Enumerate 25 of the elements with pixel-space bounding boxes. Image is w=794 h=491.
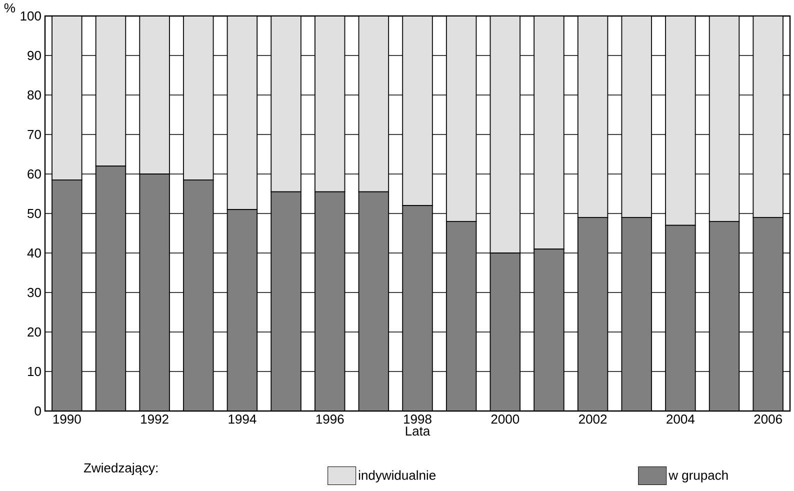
x-tick-label: 2002 bbox=[579, 414, 607, 424]
x-tick-label: 1998 bbox=[404, 414, 432, 424]
x-tick-label: 1990 bbox=[53, 414, 81, 424]
x-tick-label: 1992 bbox=[141, 414, 168, 424]
x-tick-label: 2006 bbox=[754, 414, 782, 424]
y-tick-label: 20 bbox=[28, 327, 41, 337]
legend-title: Zwiedzający: bbox=[84, 462, 158, 476]
y-tick-label: 90 bbox=[28, 50, 41, 60]
legend-label: w grupach bbox=[668, 470, 728, 482]
y-tick-label: 0 bbox=[34, 406, 41, 416]
y-tick-label: 70 bbox=[28, 130, 41, 140]
x-axis-title: Lata bbox=[406, 426, 430, 436]
x-tick-label: 2004 bbox=[666, 414, 695, 424]
y-tick-label: 60 bbox=[28, 169, 41, 179]
y-axis-title: % bbox=[4, 3, 16, 12]
x-tick-label: 2000 bbox=[491, 414, 520, 424]
y-tick-label: 100 bbox=[20, 11, 41, 21]
x-tick-label: 1996 bbox=[316, 414, 344, 424]
y-tick-label: 10 bbox=[28, 366, 41, 376]
y-tick-label: 50 bbox=[28, 208, 41, 218]
y-tick-label: 80 bbox=[28, 90, 41, 100]
y-tick-label: 40 bbox=[27, 248, 41, 258]
y-tick-label: 30 bbox=[28, 288, 41, 298]
legend-label: indywidualnie bbox=[358, 470, 436, 482]
x-tick-label: 1994 bbox=[228, 414, 256, 424]
